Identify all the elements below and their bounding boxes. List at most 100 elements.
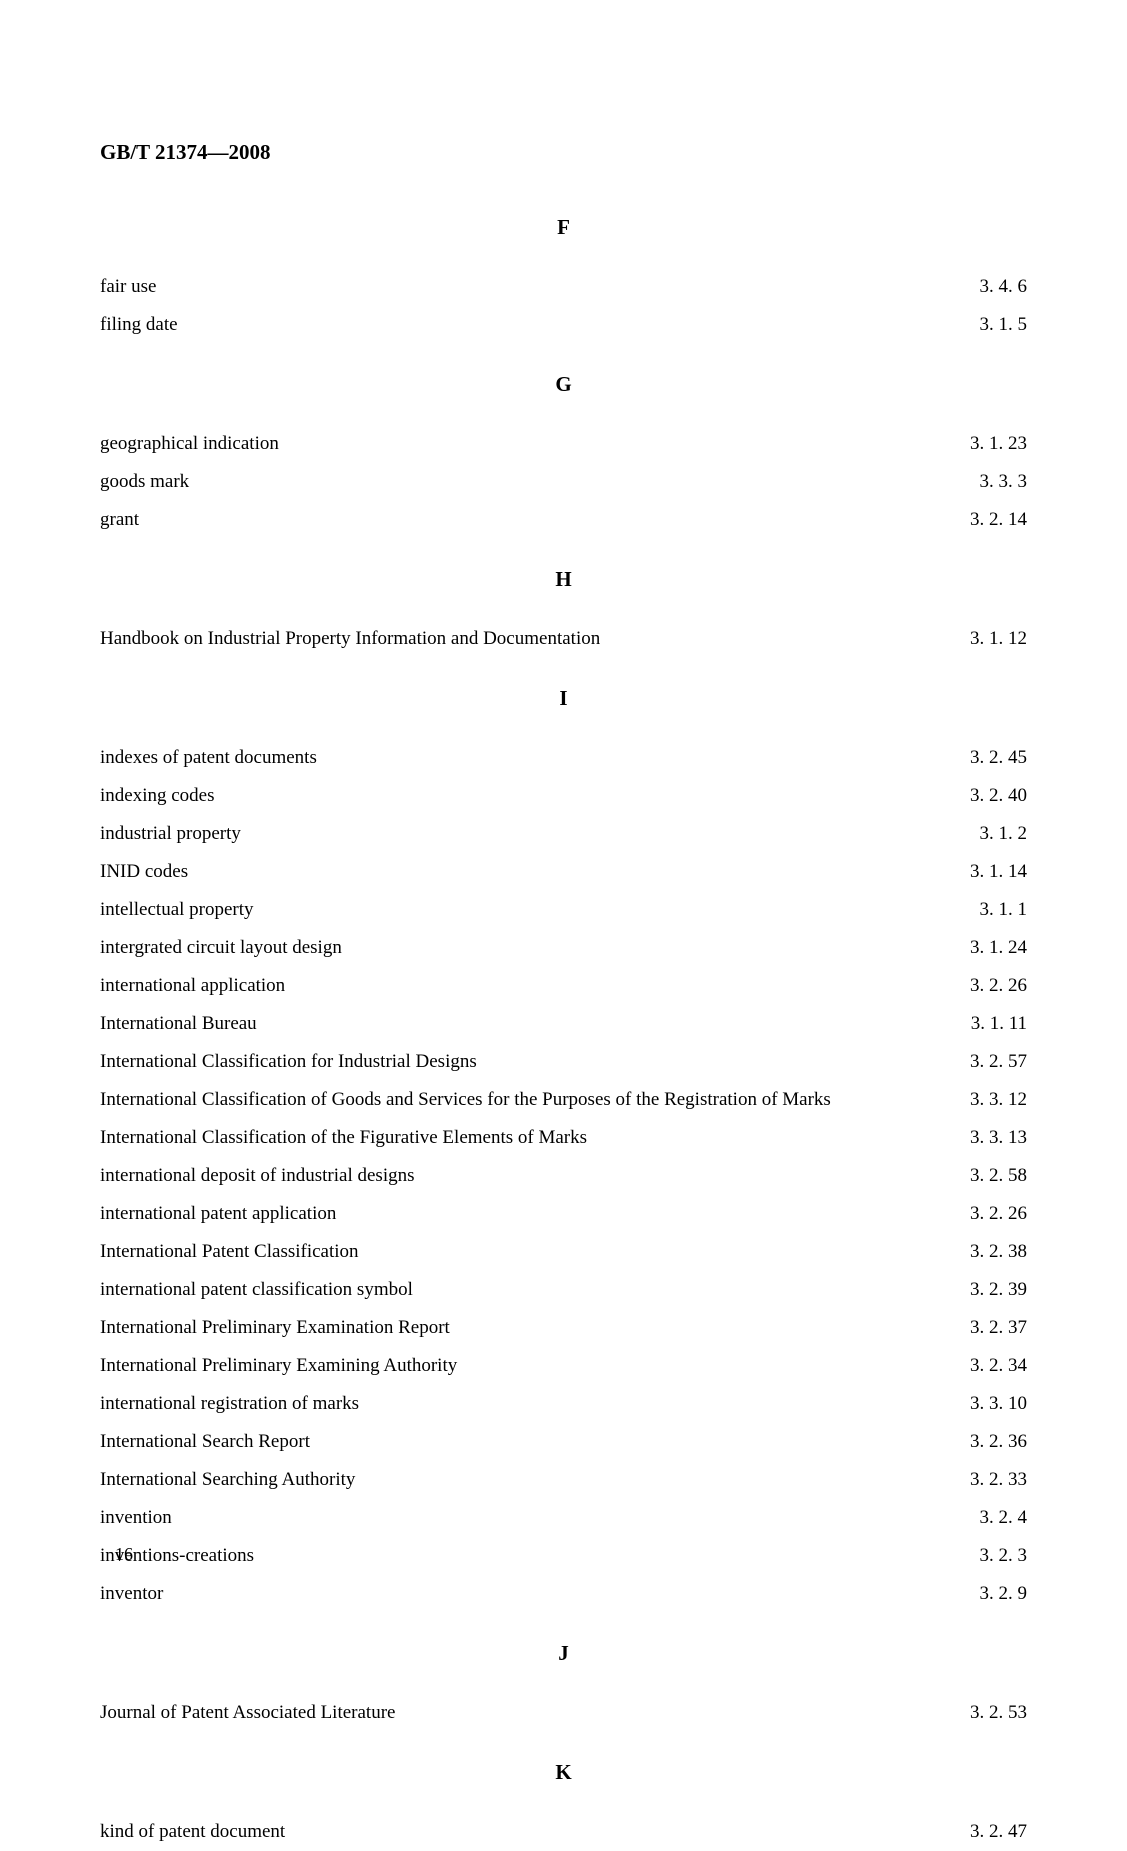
- section-heading: K: [100, 1760, 1027, 1785]
- section-heading: J: [100, 1641, 1027, 1666]
- section-heading: I: [100, 686, 1027, 711]
- entry-term: Journal of Patent Associated Literature: [100, 1694, 395, 1732]
- index-entry: industrial property 3. 1. 2: [100, 815, 1027, 853]
- entry-ref: 3. 1. 12: [970, 620, 1027, 658]
- entry-term: filing date: [100, 306, 178, 344]
- index-entry: filing date 3. 1. 5: [100, 306, 1027, 344]
- index-entry: International Preliminary Examination Re…: [100, 1309, 1027, 1347]
- entry-ref: 3. 1. 14: [970, 853, 1027, 891]
- entry-ref: 3. 2. 36: [970, 1423, 1027, 1461]
- entry-ref: 3. 1. 24: [970, 929, 1027, 967]
- entry-term: inventor: [100, 1575, 163, 1613]
- entry-term: International Preliminary Examining Auth…: [100, 1347, 457, 1385]
- entry-term: fair use: [100, 268, 156, 306]
- index-entry: goods mark 3. 3. 3: [100, 463, 1027, 501]
- entry-ref: 3. 2. 40: [970, 777, 1027, 815]
- index-entry: International Classification of the Figu…: [100, 1119, 1027, 1157]
- entry-ref: 3. 2. 38: [970, 1233, 1027, 1271]
- index-entry: International Patent Classification 3. 2.…: [100, 1233, 1027, 1271]
- entry-term: International Classification for Industr…: [100, 1043, 477, 1081]
- index-entry: International Classification of Goods an…: [100, 1081, 1027, 1119]
- entry-ref: 3. 1. 2: [980, 815, 1028, 853]
- entry-ref: 3. 2. 47: [970, 1813, 1027, 1851]
- entry-term: International Preliminary Examination Re…: [100, 1309, 450, 1347]
- entry-term: intergrated circuit layout design: [100, 929, 342, 967]
- section-heading: F: [100, 215, 1027, 240]
- entry-term: international patent classification symb…: [100, 1271, 413, 1309]
- entry-term: international application: [100, 967, 285, 1005]
- index-entry: international patent application 3. 2. 26: [100, 1195, 1027, 1233]
- entry-term: international registration of marks: [100, 1385, 359, 1423]
- entry-term: international deposit of industrial desi…: [100, 1157, 415, 1195]
- index-entry: International Classification for Industr…: [100, 1043, 1027, 1081]
- index-entry: international deposit of industrial desi…: [100, 1157, 1027, 1195]
- index-entry: kind of patent document 3. 2. 47: [100, 1813, 1027, 1851]
- index-content: Ffair use 3. 4. 6 filing date 3. 1. 5 Ggeogr…: [100, 215, 1027, 1851]
- entry-term: International Patent Classification: [100, 1233, 359, 1271]
- index-entry: inventions-creations3. 2. 3: [100, 1537, 1027, 1575]
- entry-ref: 3. 2. 34: [970, 1347, 1027, 1385]
- section-heading: G: [100, 372, 1027, 397]
- index-entry: inventor 3. 2. 9: [100, 1575, 1027, 1613]
- entry-term: invention: [100, 1499, 172, 1537]
- entry-term: grant: [100, 501, 139, 539]
- entry-ref: 3. 1. 11: [971, 1005, 1027, 1043]
- entry-ref: 3. 3. 10: [970, 1385, 1027, 1423]
- entry-term: International Bureau: [100, 1005, 257, 1043]
- entry-term: INID codes: [100, 853, 188, 891]
- entry-term: goods mark: [100, 463, 189, 501]
- entry-term: International Classification of Goods an…: [100, 1081, 831, 1119]
- index-entry: fair use 3. 4. 6: [100, 268, 1027, 306]
- entry-ref: 3. 2. 3: [980, 1537, 1028, 1575]
- index-entry: INID codes 3. 1. 14: [100, 853, 1027, 891]
- entry-term: indexing codes: [100, 777, 215, 815]
- entry-ref: 3. 2. 58: [970, 1157, 1027, 1195]
- entry-ref: 3. 2. 26: [970, 967, 1027, 1005]
- index-entry: indexes of patent documents 3. 2. 45: [100, 739, 1027, 777]
- index-entry: Handbook on Industrial Property Informat…: [100, 620, 1027, 658]
- entry-ref: 3. 3. 3: [980, 463, 1028, 501]
- entry-ref: 3. 1. 5: [980, 306, 1028, 344]
- index-entry: international registration of marks 3. 3.…: [100, 1385, 1027, 1423]
- entry-term: geographical indication: [100, 425, 279, 463]
- entry-term: intellectual property: [100, 891, 254, 929]
- index-entry: geographical indication 3. 1. 23: [100, 425, 1027, 463]
- entry-term: kind of patent document: [100, 1813, 285, 1851]
- entry-ref: 3. 4. 6: [980, 268, 1028, 306]
- entry-ref: 3. 2. 37: [970, 1309, 1027, 1347]
- entry-ref: 3. 2. 53: [970, 1694, 1027, 1732]
- index-entry: International Searching Authority 3. 2. 3…: [100, 1461, 1027, 1499]
- entry-ref: 3. 2. 26: [970, 1195, 1027, 1233]
- entry-ref: 3. 2. 14: [970, 501, 1027, 539]
- index-entry: intergrated circuit layout design 3. 1. 2…: [100, 929, 1027, 967]
- index-entry: grant 3. 2. 14: [100, 501, 1027, 539]
- entry-term: International Searching Authority: [100, 1461, 355, 1499]
- index-entry: intellectual property 3. 1. 1: [100, 891, 1027, 929]
- entry-ref: 3. 2. 4: [980, 1499, 1028, 1537]
- entry-ref: 3. 2. 57: [970, 1043, 1027, 1081]
- entry-term: industrial property: [100, 815, 241, 853]
- index-entry: International Search Report 3. 2. 36: [100, 1423, 1027, 1461]
- index-entry: international application 3. 2. 26: [100, 967, 1027, 1005]
- section-heading: H: [100, 567, 1027, 592]
- index-entry: invention 3. 2. 4: [100, 1499, 1027, 1537]
- index-entry: indexing codes 3. 2. 40: [100, 777, 1027, 815]
- entry-ref: 3. 2. 9: [980, 1575, 1028, 1613]
- index-entry: Journal of Patent Associated Literature 3…: [100, 1694, 1027, 1732]
- index-entry: international patent classification symb…: [100, 1271, 1027, 1309]
- entry-ref: 3. 2. 39: [970, 1271, 1027, 1309]
- entry-ref: 3. 1. 1: [980, 891, 1028, 929]
- entry-ref: 3. 1. 23: [970, 425, 1027, 463]
- entry-ref: 3. 2. 45: [970, 739, 1027, 777]
- entry-ref: 3. 3. 13: [970, 1119, 1027, 1157]
- entry-ref: 3. 2. 33: [970, 1461, 1027, 1499]
- entry-ref: 3. 3. 12: [970, 1081, 1027, 1119]
- index-entry: International Preliminary Examining Auth…: [100, 1347, 1027, 1385]
- index-entry: International Bureau 3. 1. 11: [100, 1005, 1027, 1043]
- document-header: GB/T 21374—2008: [100, 140, 1027, 165]
- entry-term: indexes of patent documents: [100, 739, 317, 777]
- entry-term: Handbook on Industrial Property Informat…: [100, 620, 600, 658]
- entry-term: International Search Report: [100, 1423, 310, 1461]
- entry-term: international patent application: [100, 1195, 336, 1233]
- entry-term: International Classification of the Figu…: [100, 1119, 587, 1157]
